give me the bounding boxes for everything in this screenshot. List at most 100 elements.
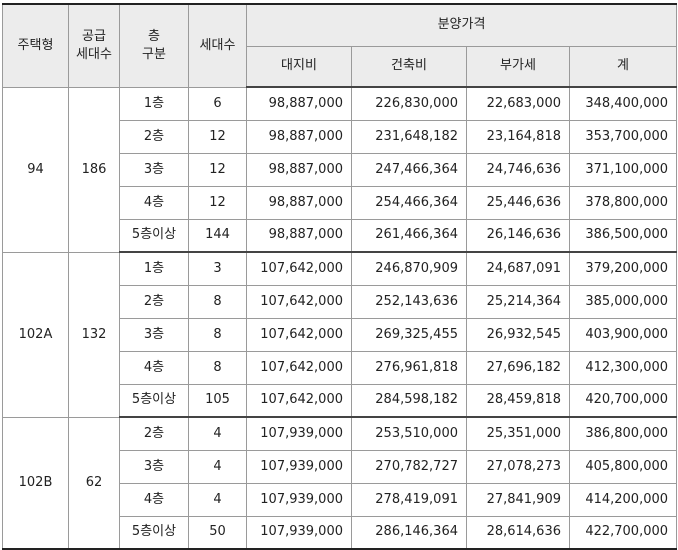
table-row: 5층이상 50 107,939,000 286,146,364 28,614,636 42… — [3, 515, 678, 550]
supply-units-cell: 132 — [68, 251, 120, 418]
header-price-group: 분양가격 — [245, 3, 678, 47]
vat-cell: 26,932,545 — [466, 317, 570, 352]
vat-cell: 27,841,909 — [466, 482, 570, 517]
units-cell: 8 — [188, 284, 247, 319]
floor-cell: 5층이상 — [119, 218, 189, 253]
units-cell: 4 — [188, 416, 247, 451]
vat-cell: 25,351,000 — [466, 416, 570, 451]
land-cost-cell: 98,887,000 — [246, 185, 352, 220]
table-row: 3층 8 107,642,000 269,325,455 26,932,545 403,9… — [3, 317, 678, 352]
vat-cell: 26,146,636 — [466, 218, 570, 253]
total-price-cell: 422,700,000 — [568, 515, 678, 550]
units-cell: 8 — [188, 350, 247, 385]
land-cost-cell: 107,939,000 — [246, 515, 352, 550]
building-cost-cell: 261,466,364 — [351, 218, 467, 253]
units-cell: 50 — [188, 515, 247, 550]
header-building: 건축비 — [351, 45, 467, 88]
building-cost-cell: 284,598,182 — [351, 383, 467, 418]
land-cost-cell: 107,939,000 — [246, 482, 352, 517]
table-row: 3층 12 98,887,000 247,466,364 24,746,636 371,1… — [3, 152, 678, 187]
land-cost-cell: 98,887,000 — [246, 86, 352, 121]
header-vat: 부가세 — [466, 45, 570, 88]
vat-cell: 27,696,182 — [466, 350, 570, 385]
table-row: 102A 132 1층 3 107,642,000 246,870,909 24,687,0… — [2, 251, 678, 418]
table-row: 3층 4 107,939,000 270,782,727 27,078,273 405,8… — [3, 449, 678, 484]
units-cell: 12 — [188, 152, 247, 187]
total-price-cell: 353,700,000 — [568, 119, 678, 154]
building-cost-cell: 254,466,364 — [351, 185, 467, 220]
units-cell: 6 — [188, 86, 247, 121]
vat-cell: 23,164,818 — [466, 119, 570, 154]
price-table: 주택형 공급 세대수 층 구분 세대수 분양가격 대지비 건축비 부가세 계 9… — [2, 3, 678, 550]
units-cell: 12 — [188, 185, 247, 220]
vat-cell: 28,614,636 — [466, 515, 570, 550]
units-cell: 8 — [188, 317, 247, 352]
housing-type-cell: 94 — [2, 86, 69, 253]
units-cell: 4 — [188, 482, 247, 517]
vat-cell: 25,214,364 — [466, 284, 570, 319]
supply-units-cell: 62 — [68, 416, 120, 550]
land-cost-cell: 107,642,000 — [246, 251, 352, 286]
floor-cell: 2층 — [119, 119, 189, 154]
land-cost-cell: 107,642,000 — [246, 350, 352, 385]
floor-cell: 4층 — [119, 482, 189, 517]
units-cell: 4 — [188, 449, 247, 484]
building-cost-cell: 226,830,000 — [351, 86, 467, 121]
total-price-cell: 348,400,000 — [568, 86, 678, 121]
table-row: 4층 8 107,642,000 276,961,818 27,696,182 412,3… — [3, 350, 678, 385]
vat-cell: 28,459,818 — [466, 383, 570, 418]
header-total: 계 — [568, 45, 678, 88]
building-cost-cell: 269,325,455 — [351, 317, 467, 352]
land-cost-cell: 98,887,000 — [246, 119, 352, 154]
supply-units-cell: 186 — [68, 86, 120, 253]
floor-cell: 4층 — [119, 185, 189, 220]
table-header: 주택형 공급 세대수 층 구분 세대수 분양가격 대지비 건축비 부가세 계 — [2, 3, 678, 88]
total-price-cell: 420,700,000 — [568, 383, 678, 418]
floor-cell: 3층 — [119, 152, 189, 187]
building-cost-cell: 247,466,364 — [351, 152, 467, 187]
total-price-cell: 386,800,000 — [568, 416, 678, 451]
header-land: 대지비 — [246, 45, 352, 88]
table-row: 5층이상 105 107,642,000 284,598,182 28,459,818 4… — [3, 383, 678, 418]
vat-cell: 24,746,636 — [466, 152, 570, 187]
floor-cell: 4층 — [119, 350, 189, 385]
table-body: 94 186 1층 6 98,887,000 226,830,000 22,683,000 3… — [2, 86, 678, 550]
floor-cell: 1층 — [119, 86, 189, 121]
units-cell: 144 — [188, 218, 247, 253]
vat-cell: 25,446,636 — [466, 185, 570, 220]
floor-cell: 5층이상 — [119, 515, 189, 550]
units-cell: 12 — [188, 119, 247, 154]
building-cost-cell: 252,143,636 — [351, 284, 467, 319]
land-cost-cell: 107,642,000 — [246, 284, 352, 319]
total-price-cell: 414,200,000 — [568, 482, 678, 517]
floor-cell: 1층 — [119, 251, 189, 286]
housing-type-cell: 102A — [2, 251, 69, 418]
land-cost-cell: 107,939,000 — [246, 449, 352, 484]
total-price-cell: 386,500,000 — [568, 218, 678, 253]
land-cost-cell: 107,939,000 — [246, 416, 352, 451]
building-cost-cell: 270,782,727 — [351, 449, 467, 484]
table-row: 2층 12 98,887,000 231,648,182 23,164,818 353,7… — [3, 119, 678, 154]
header-units: 세대수 — [188, 3, 247, 88]
floor-cell: 3층 — [119, 449, 189, 484]
total-price-cell: 379,200,000 — [568, 251, 678, 286]
table-row: 4층 12 98,887,000 254,466,364 25,446,636 378,8… — [3, 185, 678, 220]
building-cost-cell: 278,419,091 — [351, 482, 467, 517]
total-price-cell: 405,800,000 — [568, 449, 678, 484]
land-cost-cell: 107,642,000 — [246, 383, 352, 418]
total-price-cell: 371,100,000 — [568, 152, 678, 187]
total-price-cell: 385,000,000 — [568, 284, 678, 319]
table-row: 5층이상 144 98,887,000 261,466,364 26,146,636 38… — [3, 218, 678, 253]
floor-cell: 3층 — [119, 317, 189, 352]
header-supply-units: 공급 세대수 — [68, 3, 120, 88]
header-type: 주택형 — [2, 3, 69, 88]
building-cost-cell: 276,961,818 — [351, 350, 467, 385]
total-price-cell: 412,300,000 — [568, 350, 678, 385]
housing-type-cell: 102B — [2, 416, 69, 550]
floor-cell: 2층 — [119, 284, 189, 319]
table-row: 94 186 1층 6 98,887,000 226,830,000 22,683,000 3… — [2, 86, 678, 253]
vat-cell: 22,683,000 — [466, 86, 570, 121]
land-cost-cell: 98,887,000 — [246, 152, 352, 187]
header-floor: 층 구분 — [119, 3, 189, 88]
building-cost-cell: 286,146,364 — [351, 515, 467, 550]
